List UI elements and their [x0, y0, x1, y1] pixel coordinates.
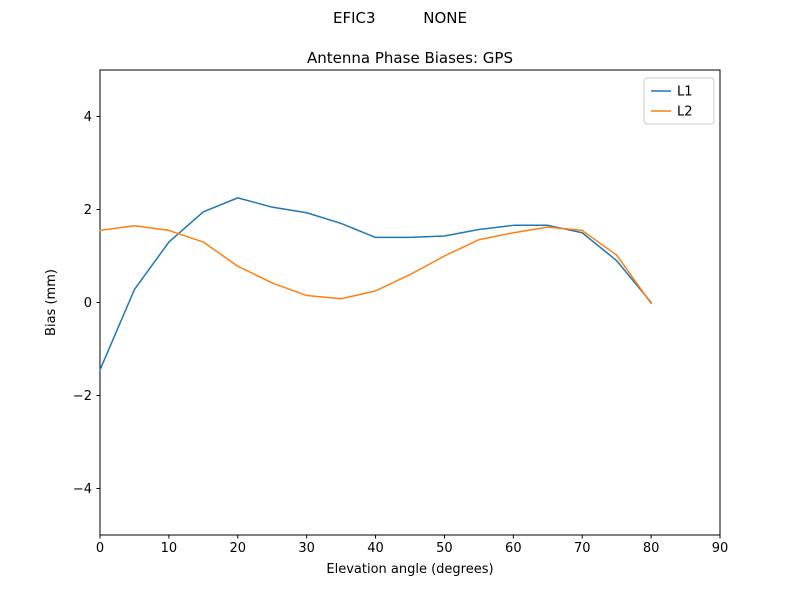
- legend-box: [643, 77, 715, 125]
- legend-label-l2: L2: [677, 105, 693, 120]
- x-axis: 0 10 20 30 40 50 60 70 80 90: [96, 535, 728, 556]
- legend-label-l1: L1: [677, 85, 693, 100]
- y-tick-label: −2: [73, 389, 92, 404]
- figure-suptitle: EFIC3 NONE: [333, 9, 467, 27]
- x-tick-label: 80: [643, 541, 660, 556]
- x-tick-label: 60: [505, 541, 522, 556]
- y-axis: −4 −2 0 2 4: [73, 110, 100, 497]
- x-axis-label: Elevation angle (degrees): [326, 562, 493, 577]
- x-tick-label: 0: [96, 541, 104, 556]
- y-axis-label: Bias (mm): [44, 269, 59, 336]
- x-tick-label: 30: [298, 541, 315, 556]
- x-tick-label: 50: [436, 541, 453, 556]
- series-line-l1: [99, 197, 652, 371]
- x-tick-label: 90: [712, 541, 729, 556]
- plot-area-frame: [99, 69, 721, 536]
- y-tick-label: 2: [84, 203, 92, 218]
- x-tick-label: 20: [230, 541, 247, 556]
- x-tick-label: 10: [161, 541, 178, 556]
- y-tick-label: 0: [84, 296, 92, 311]
- y-tick-label: 4: [84, 110, 92, 125]
- x-tick-label: 70: [574, 541, 591, 556]
- y-tick-label: −4: [73, 482, 92, 497]
- chart-title: Antenna Phase Biases: GPS: [307, 49, 513, 67]
- x-tick-label: 40: [367, 541, 384, 556]
- series-line-l2: [99, 225, 652, 305]
